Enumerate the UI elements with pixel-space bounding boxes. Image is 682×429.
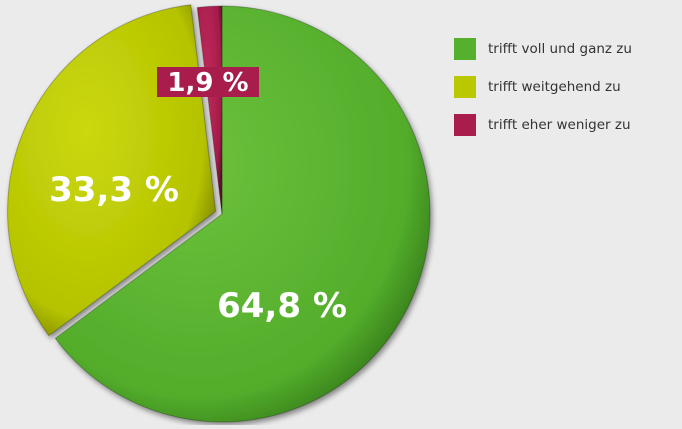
legend-label: trifft weitgehend zu (488, 79, 621, 95)
pie-slice-1 (54, 5, 431, 423)
legend-swatch (454, 114, 476, 136)
legend-label: trifft eher weniger zu (488, 117, 631, 133)
legend-item: trifft eher weniger zu (454, 112, 632, 138)
legend-swatch (454, 76, 476, 98)
legend-item: trifft weitgehend zu (454, 74, 632, 100)
value-label-background (157, 67, 259, 97)
legend-swatch (454, 38, 476, 60)
legend-item: trifft voll und ganz zu (454, 36, 632, 62)
legend: trifft voll und ganz zu trifft weitgehend… (454, 36, 632, 150)
legend-label: trifft voll und ganz zu (488, 41, 632, 57)
slice-value-label: 33,3 % (49, 170, 179, 210)
slice-value-label: 64,8 % (217, 286, 347, 326)
pie-slice-3 (196, 5, 223, 215)
slice-value-label: 1,9 % (167, 68, 248, 98)
